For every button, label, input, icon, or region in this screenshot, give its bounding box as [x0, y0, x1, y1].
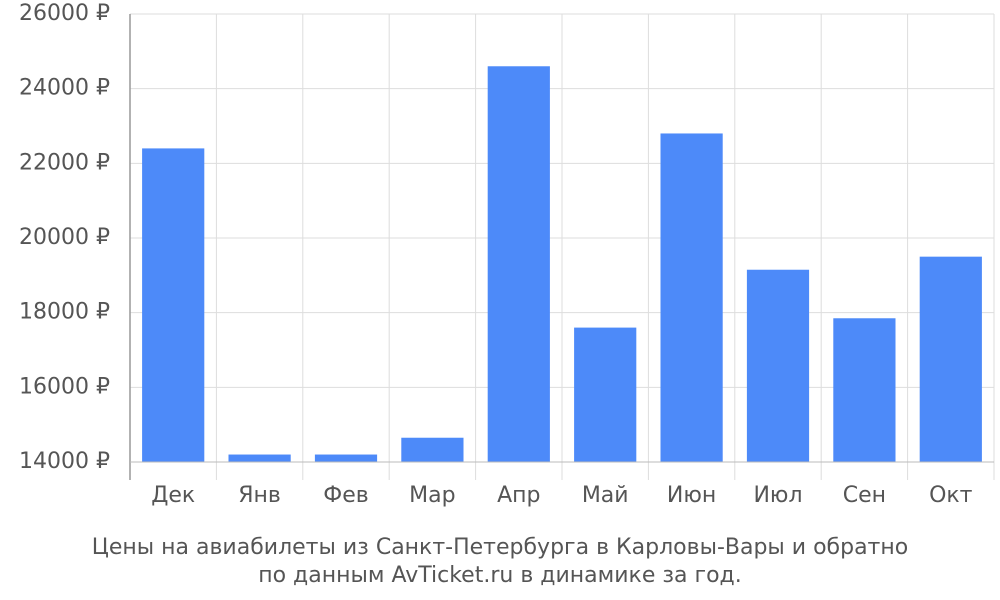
- y-tick-label: 26000 ₽: [19, 1, 110, 26]
- bar: [833, 318, 896, 462]
- x-tick-label: Май: [582, 483, 629, 508]
- x-tick-label: Фев: [323, 483, 368, 508]
- y-tick-label: 14000 ₽: [19, 449, 110, 474]
- x-tick-label: Июн: [667, 483, 716, 508]
- y-tick-label: 22000 ₽: [19, 150, 110, 175]
- bar: [660, 133, 723, 462]
- x-tick-label: Апр: [497, 483, 540, 508]
- x-tick-label: Июл: [753, 483, 802, 508]
- bar: [228, 454, 291, 462]
- x-tick-label: Окт: [929, 483, 973, 508]
- chart-title: Цены на авиабилеты из Санкт-Петербурга в…: [92, 535, 908, 560]
- y-tick-label: 20000 ₽: [19, 225, 110, 250]
- bar: [487, 66, 550, 463]
- x-tick-label: Дек: [151, 483, 195, 508]
- bar: [919, 256, 982, 462]
- x-tick-label: Мар: [409, 483, 455, 508]
- bar: [574, 327, 637, 462]
- x-tick-label: Сен: [843, 483, 886, 508]
- bar: [142, 148, 205, 462]
- chart-title: по данным AvTicket.ru в динамике за год.: [258, 563, 742, 588]
- bar: [746, 269, 810, 462]
- bar: [314, 454, 378, 462]
- y-tick-label: 16000 ₽: [19, 374, 110, 399]
- bar: [401, 437, 464, 462]
- y-tick-label: 24000 ₽: [19, 76, 110, 101]
- y-tick-label: 18000 ₽: [19, 300, 110, 325]
- x-tick-label: Янв: [238, 483, 281, 508]
